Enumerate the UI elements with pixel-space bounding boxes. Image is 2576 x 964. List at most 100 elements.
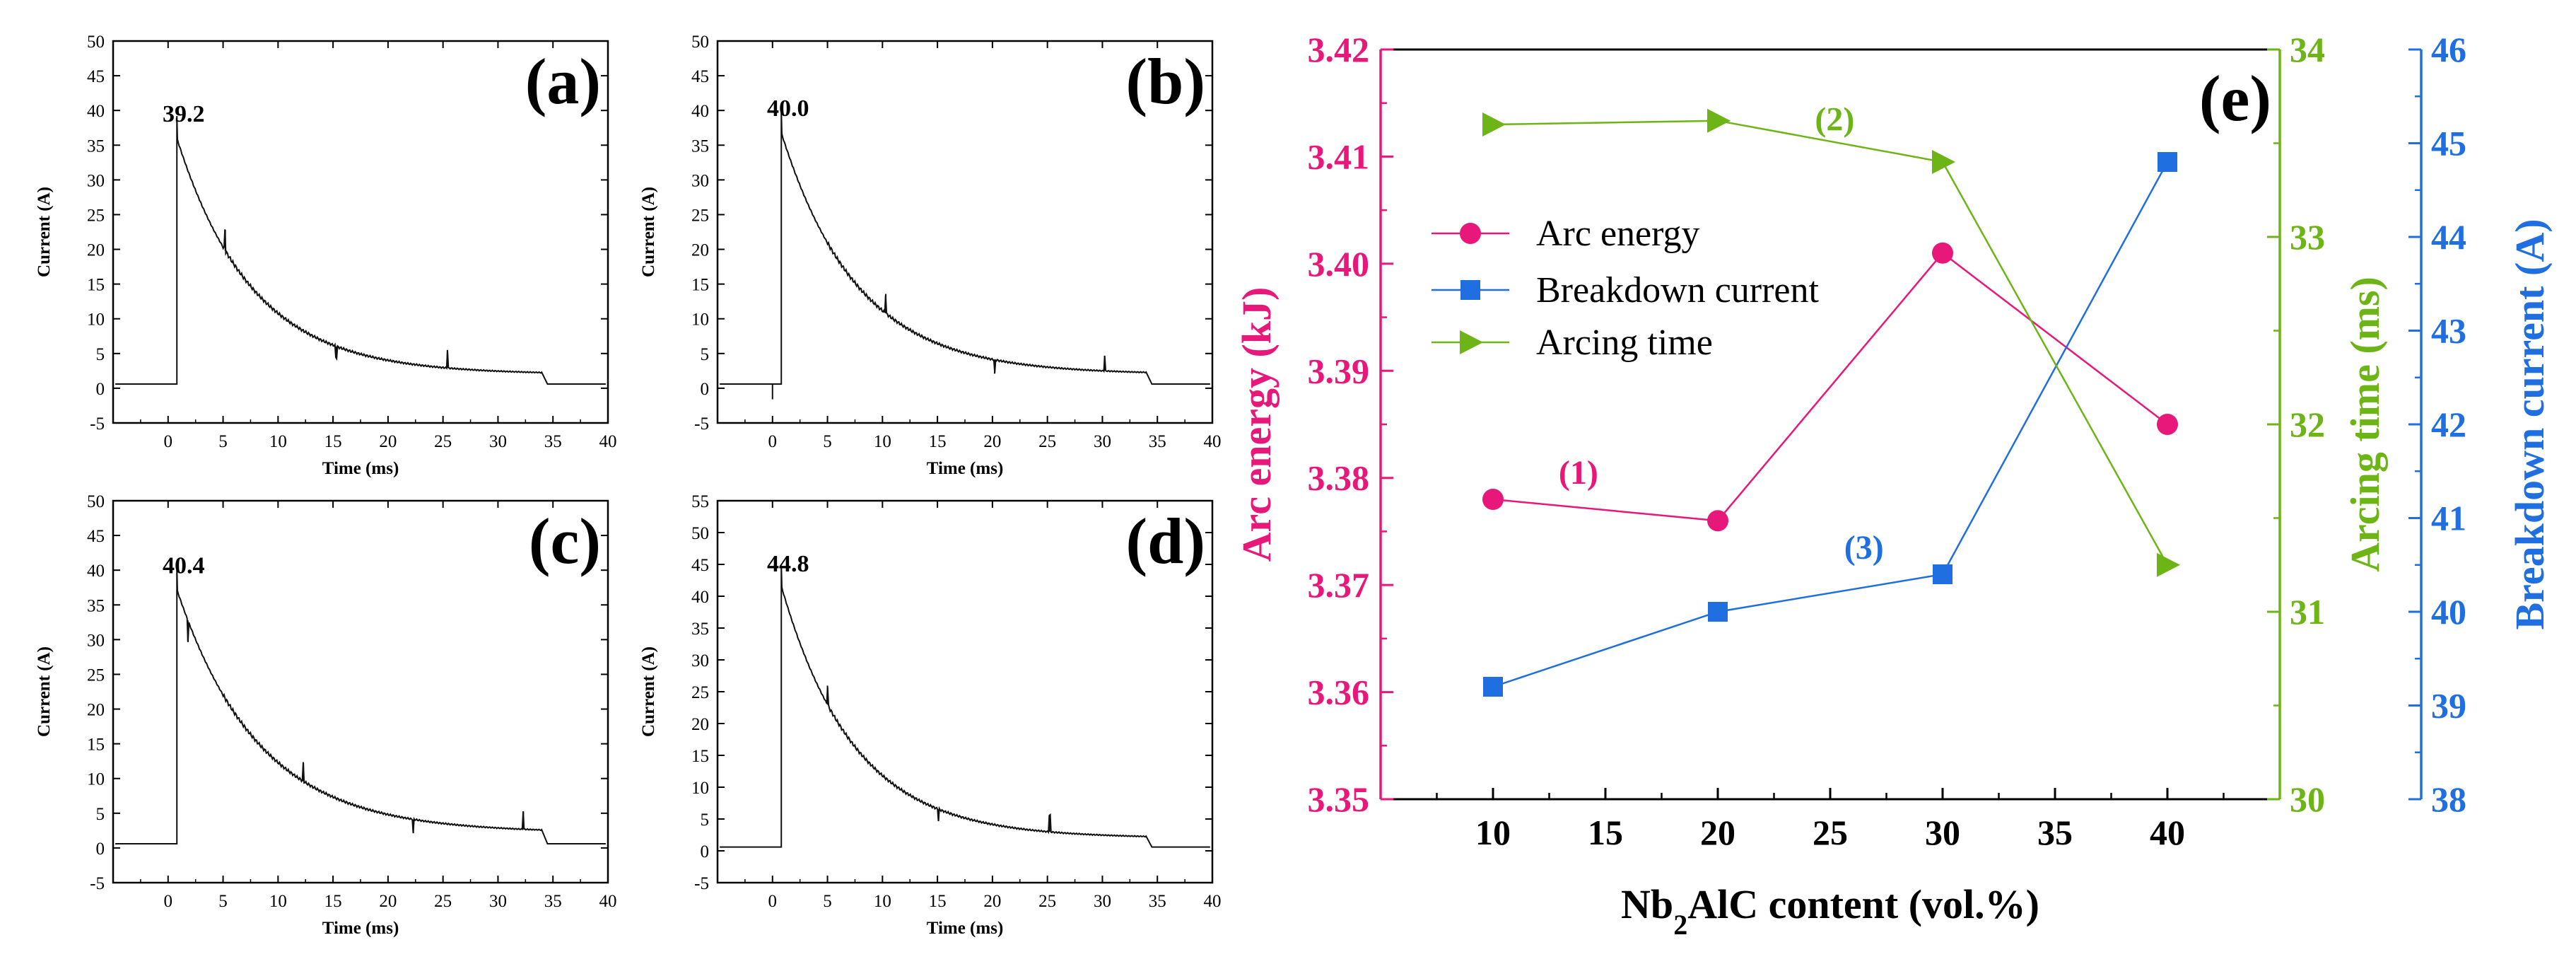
data-point (1482, 489, 1504, 510)
data-point (1708, 602, 1728, 622)
x-tick-label: 35 (544, 892, 562, 911)
y-tick-label: 25 (87, 206, 105, 225)
current-waveform (720, 565, 1210, 848)
x-tick-label: 10 (269, 892, 287, 911)
breakdown-tick-label: 42 (2431, 405, 2466, 444)
left-tick-label: 3.36 (1308, 673, 1370, 712)
peak-value-label: 40.4 (163, 552, 205, 579)
x-tick-label: 15 (1588, 813, 1623, 852)
legend-marker (1460, 280, 1480, 300)
y-axis-label: Current (A) (639, 646, 658, 737)
breakdown-tick-label: 46 (2431, 30, 2466, 69)
x-tick-label: 40 (1204, 892, 1222, 911)
left-axis-label: Arc energy (kJ) (1234, 287, 1280, 562)
legend-label: Breakdown current (1536, 270, 1820, 310)
y-tick-label: -5 (694, 874, 709, 893)
breakdown-axis-label: Breakdown current (A) (2507, 219, 2553, 629)
panel-label: (c) (529, 505, 601, 577)
x-tick-label: 25 (434, 432, 452, 451)
x-axis-label-part: Nb (1621, 881, 1673, 927)
y-tick-label: 30 (691, 651, 709, 670)
y-tick-label: 40 (87, 562, 105, 581)
y-axis-label: Current (A) (35, 646, 54, 737)
x-tick-label: 10 (269, 432, 287, 451)
x-tick-label: 25 (434, 892, 452, 911)
y-tick-label: 30 (87, 171, 105, 190)
x-tick-label: 5 (218, 432, 228, 451)
y-tick-label: -5 (694, 414, 709, 434)
x-tick-label: 30 (1925, 813, 1960, 852)
annotation-label: (2) (1815, 100, 1854, 138)
y-tick-label: 40 (87, 102, 105, 121)
y-tick-label: 15 (87, 736, 105, 755)
arcing-time-tick-label: 31 (2290, 592, 2325, 632)
x-axis-label: Time (ms) (927, 919, 1004, 938)
peak-value-label: 44.8 (767, 551, 809, 577)
y-tick-label: 25 (691, 206, 709, 225)
y-tick-label: 40 (691, 588, 709, 607)
peak-value-label: 39.2 (163, 101, 205, 127)
x-tick-label: 0 (768, 432, 778, 451)
data-point (1932, 150, 1955, 174)
y-tick-label: 35 (691, 137, 709, 156)
y-tick-label: -5 (90, 414, 105, 434)
series-line (1492, 120, 2169, 566)
panel-label: (e) (2199, 62, 2271, 134)
y-tick-label: 30 (691, 171, 709, 190)
current-panel-d: 0 5 10 15 20 25 30 35 40 -5 0 5 10 15 20 25 30 35 40 45 50 55… (639, 492, 1222, 938)
annotation-label: (1) (1559, 454, 1598, 492)
panel-label: (b) (1126, 45, 1205, 117)
data-point (2157, 552, 2180, 577)
data-point (1483, 677, 1503, 697)
x-tick-label: 0 (768, 892, 778, 911)
y-tick-label: 5 (701, 811, 710, 830)
y-tick-label: 0 (701, 380, 710, 399)
series-line (1492, 161, 2169, 688)
y-tick-label: 35 (691, 620, 709, 639)
y-tick-label: 5 (96, 805, 105, 824)
left-tick-label: 3.42 (1308, 30, 1370, 69)
legend-label: Arcing time (1536, 323, 1713, 363)
y-tick-label: 20 (691, 241, 709, 260)
panel-label: (d) (1126, 505, 1205, 577)
y-tick-label: 10 (691, 310, 709, 330)
x-tick-label: 20 (983, 892, 1001, 911)
y-tick-label: 40 (691, 102, 709, 121)
x-tick-label: 30 (1094, 432, 1111, 451)
x-tick-label: 40 (1204, 432, 1222, 451)
legend-marker (1460, 223, 1481, 244)
x-tick-label: 10 (874, 432, 891, 451)
y-tick-label: 15 (691, 276, 709, 295)
x-tick-label: 25 (1038, 432, 1056, 451)
data-point (2157, 414, 2178, 435)
x-tick-label: 20 (379, 892, 397, 911)
series-line (1492, 251, 2168, 522)
x-tick-label: 40 (599, 432, 617, 451)
x-tick-label: 20 (1700, 813, 1735, 852)
y-tick-label: 50 (691, 33, 709, 52)
breakdown-tick-label: 38 (2431, 779, 2466, 819)
x-axis-label: Time (ms) (927, 459, 1004, 478)
left-tick-label: 3.40 (1308, 244, 1370, 284)
annotation-label: (3) (1844, 529, 1884, 567)
y-tick-label: 45 (87, 67, 105, 86)
left-tick-label: 3.38 (1308, 458, 1370, 498)
y-axis-label: Current (A) (35, 187, 54, 277)
current-panel-c: 0 5 10 15 20 25 30 35 40 -5 0 5 10 15 20 25 30 35 40 45 50 Ti… (35, 492, 617, 938)
y-tick-label: 20 (87, 241, 105, 260)
breakdown-tick-label: 44 (2431, 217, 2466, 257)
x-tick-label: 40 (2150, 813, 2185, 852)
y-tick-label: 5 (701, 345, 710, 364)
arcing-time-tick-label: 30 (2290, 779, 2325, 819)
y-tick-label: 20 (87, 701, 105, 720)
x-tick-label: 0 (164, 432, 173, 451)
left-tick-label: 3.41 (1308, 137, 1370, 176)
y-tick-label: 45 (691, 556, 709, 575)
x-tick-label: 10 (1475, 813, 1511, 852)
breakdown-tick-label: 41 (2431, 499, 2466, 538)
y-tick-label: 5 (96, 345, 105, 364)
y-tick-label: 35 (87, 137, 105, 156)
y-tick-label: 0 (701, 842, 710, 861)
y-tick-label: 10 (87, 310, 105, 330)
